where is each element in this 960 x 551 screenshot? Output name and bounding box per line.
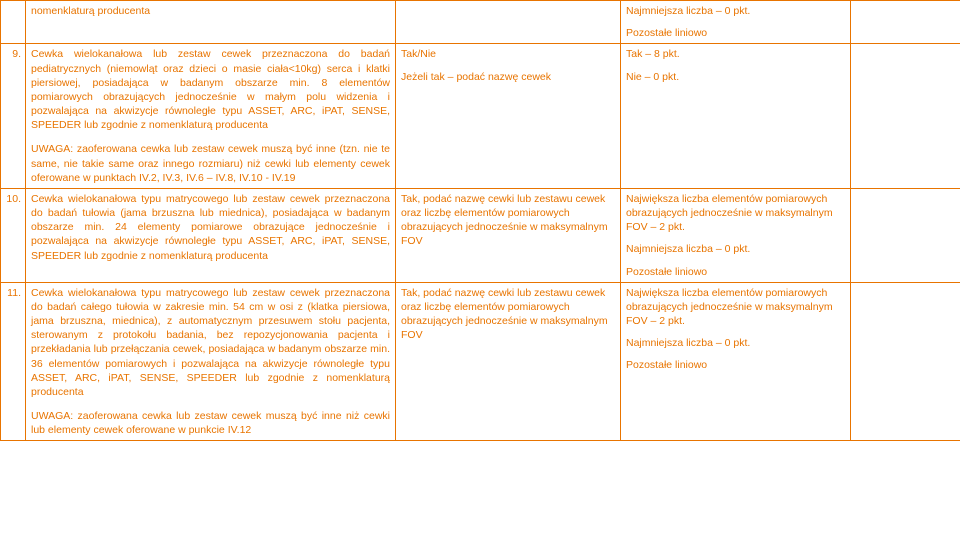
cell-desc: Cewka wielokanałowa lub zestaw cewek prz… — [26, 44, 396, 189]
cell-extra — [851, 44, 960, 189]
text: Tak – 8 pkt. — [626, 47, 845, 61]
text: Cewka wielokanałowa typu matrycowego lub… — [31, 286, 390, 399]
cell-num: 10. — [1, 188, 26, 282]
text: Tak, podać nazwę cewki lub zestawu cewek… — [401, 193, 608, 248]
text: nomenklaturą producenta — [31, 5, 150, 17]
text: Najmniejsza liczba – 0 pkt. — [626, 242, 845, 256]
text: Tak/Nie — [401, 47, 615, 61]
row-number: 10. — [6, 193, 21, 205]
cell-desc: nomenklaturą producenta — [26, 1, 396, 44]
row-number: 9. — [12, 48, 21, 60]
cell-num: 11. — [1, 282, 26, 441]
text: Największa liczba elementów pomiarowych … — [626, 286, 845, 329]
cell-extra — [851, 282, 960, 441]
cell-scoring: Tak – 8 pkt. Nie – 0 pkt. — [621, 44, 851, 189]
row-number: 11. — [7, 287, 21, 299]
cell-criteria: Tak, podać nazwę cewki lub zestawu cewek… — [396, 188, 621, 282]
table-row: 10. Cewka wielokanałowa typu matrycowego… — [1, 188, 960, 282]
cell-num — [1, 1, 26, 44]
cell-extra — [851, 1, 960, 44]
cell-scoring: Największa liczba elementów pomiarowych … — [621, 188, 851, 282]
cell-criteria: Tak, podać nazwę cewki lub zestawu cewek… — [396, 282, 621, 441]
spec-table: nomenklaturą producenta Najmniejsza licz… — [0, 0, 960, 441]
cell-extra — [851, 188, 960, 282]
text: Nie – 0 pkt. — [626, 70, 845, 84]
cell-desc: Cewka wielokanałowa typu matrycowego lub… — [26, 188, 396, 282]
text: Cewka wielokanałowa typu matrycowego lub… — [31, 193, 390, 262]
cell-desc: Cewka wielokanałowa typu matrycowego lub… — [26, 282, 396, 441]
table-row: 9. Cewka wielokanałowa lub zestaw cewek … — [1, 44, 960, 189]
note: UWAGA: zaoferowana cewka lub zestaw cewe… — [31, 142, 390, 185]
note: UWAGA: zaoferowana cewka lub zestaw cewe… — [31, 409, 390, 437]
text: Tak, podać nazwę cewki lub zestawu cewek… — [401, 287, 608, 342]
cell-num: 9. — [1, 44, 26, 189]
cell-criteria — [396, 1, 621, 44]
text: Najmniejsza liczba – 0 pkt. — [626, 4, 845, 18]
table-row: nomenklaturą producenta Najmniejsza licz… — [1, 1, 960, 44]
text: Pozostałe liniowo — [626, 358, 845, 372]
text: Jeżeli tak – podać nazwę cewek — [401, 70, 615, 84]
text: Najmniejsza liczba – 0 pkt. — [626, 336, 845, 350]
cell-scoring: Największa liczba elementów pomiarowych … — [621, 282, 851, 441]
text: Największa liczba elementów pomiarowych … — [626, 192, 845, 235]
text: Cewka wielokanałowa lub zestaw cewek prz… — [31, 47, 390, 132]
text: Pozostałe liniowo — [626, 265, 845, 279]
cell-criteria: Tak/Nie Jeżeli tak – podać nazwę cewek — [396, 44, 621, 189]
table-row: 11. Cewka wielokanałowa typu matrycowego… — [1, 282, 960, 441]
cell-scoring: Najmniejsza liczba – 0 pkt. Pozostałe li… — [621, 1, 851, 44]
text: Pozostałe liniowo — [626, 26, 845, 40]
